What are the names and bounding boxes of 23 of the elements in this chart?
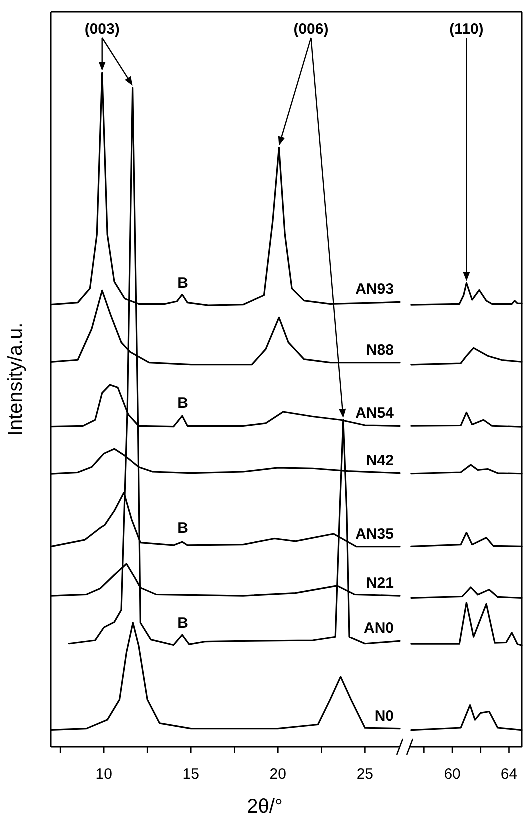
x-tick-label: 20 [270,766,286,783]
text: (003) [84,21,120,38]
y-axis-title: Intensity/a.u. [5,322,27,436]
annotation: B [178,520,189,537]
text: (110) [450,21,484,38]
x-tick-label: 60 [444,766,461,783]
series-label: N42 [366,452,394,470]
legend-label: AN54 [356,405,395,422]
annotation: B [178,395,189,412]
annotation: B [178,275,189,292]
series-label: AN93 [356,281,394,298]
x-tick-label: 25 [356,766,374,783]
x-axis-title: 2θ/° [247,796,283,818]
x-tick-label: 10 [96,766,112,783]
x-tick-label: 15 [182,766,200,783]
annotation: B [178,615,189,632]
text: (006) [294,21,329,38]
series-label: N0 [374,708,394,725]
x-tick-label: 64 [500,766,518,783]
series-label: AN0 [364,620,394,638]
series-label: AN35 [356,526,394,543]
series-label: N88 [366,342,394,359]
series-label: N21 [366,575,394,592]
